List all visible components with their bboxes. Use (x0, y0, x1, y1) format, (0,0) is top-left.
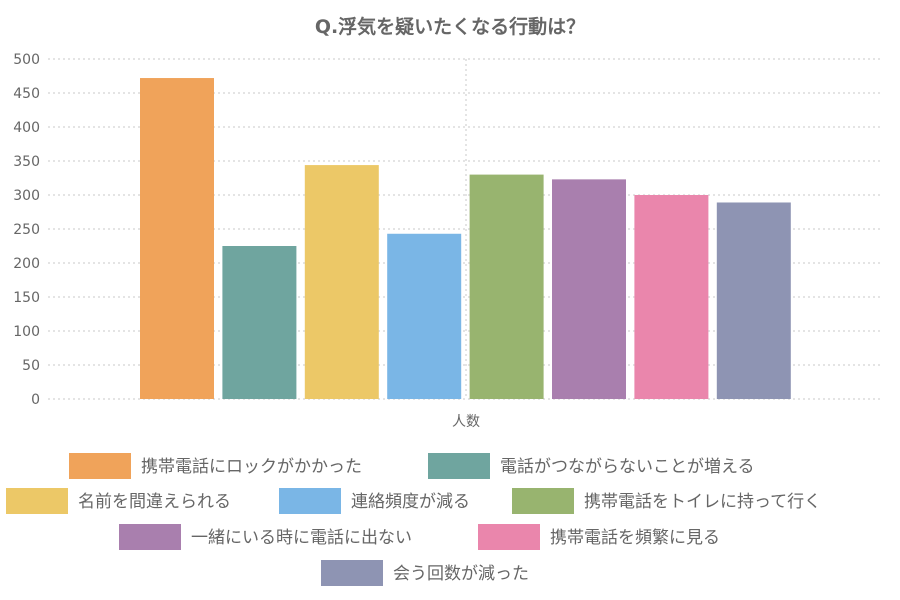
bar (304, 165, 379, 399)
y-tick-label: 350 (13, 154, 40, 170)
legend-swatch (321, 560, 383, 586)
legend-swatch (428, 453, 490, 479)
bar (387, 233, 462, 399)
y-tick-label: 500 (13, 52, 40, 68)
legend-label: 一緒にいる時に電話に出ない (191, 528, 412, 548)
y-tick-label: 200 (13, 256, 40, 272)
chart-title: Q.浮気を疑いたくなる行動は？ (315, 15, 585, 38)
legend-label: 携帯電話をトイレに持って行く (584, 492, 821, 512)
bar (552, 179, 626, 399)
legend-swatch (512, 488, 574, 514)
y-tick-label: 150 (13, 290, 40, 306)
legend-swatch (279, 488, 341, 514)
legend-label: 連絡頻度が減る (351, 492, 470, 512)
y-tick-label: 50 (22, 358, 40, 374)
bar (716, 202, 791, 399)
x-axis-categories: 人数 (452, 414, 480, 430)
legend-label: 名前を間違えられる (78, 492, 231, 512)
bar (140, 78, 214, 399)
legend-swatch (119, 524, 181, 550)
legend-swatch (69, 453, 131, 479)
bar (222, 246, 297, 399)
x-category-label: 人数 (452, 414, 480, 430)
y-tick-label: 300 (13, 188, 40, 204)
legend-label: 電話がつながらないことが増える (500, 457, 755, 477)
y-tick-label: 100 (13, 324, 40, 340)
y-axis-ticks: 0 50 100 150 200 250 300 350 400 450 500 (13, 52, 40, 408)
gridlines (48, 58, 880, 400)
bars (140, 78, 791, 399)
bar (469, 174, 544, 399)
y-tick-label: 250 (13, 222, 40, 238)
y-tick-label: 450 (13, 86, 40, 102)
legend-swatch (6, 488, 68, 514)
y-tick-label: 0 (31, 392, 40, 408)
y-tick-label: 400 (13, 120, 40, 136)
legend-swatch (478, 524, 540, 550)
legend-label: 会う回数が減った (393, 564, 529, 584)
legend-label: 携帯電話にロックがかかった (141, 457, 362, 477)
legend-label: 携帯電話を頻繁に見る (550, 528, 720, 548)
bar (634, 195, 709, 399)
